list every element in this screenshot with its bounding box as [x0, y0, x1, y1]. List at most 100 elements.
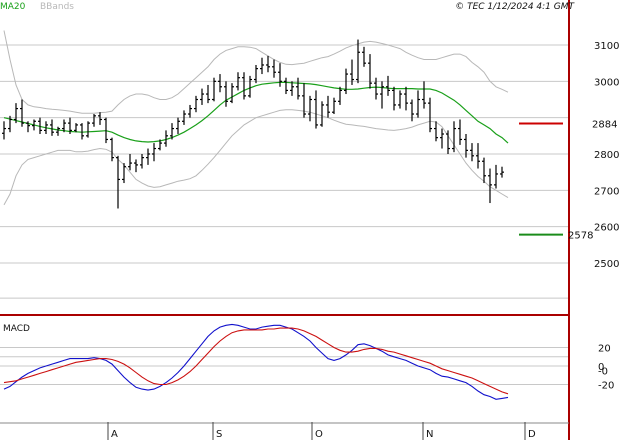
ohlc-bar [374, 77, 378, 100]
x-tick-label: N [426, 429, 433, 440]
ohlc-bar [56, 126, 60, 136]
ohlc-bar [500, 166, 504, 178]
legend-ma20: MA20 [0, 2, 26, 12]
ohlc-bar [74, 123, 78, 133]
price-tick-label: 3100 [594, 41, 619, 52]
ohlc-bar [278, 63, 282, 87]
ohlc-bar [368, 54, 372, 89]
price-tick-label: 2500 [594, 259, 619, 270]
source-note: © TEC 1/12/2024 4:1 GMT [455, 2, 575, 12]
ohlc-bar [104, 117, 108, 144]
ohlc-bar [410, 99, 414, 122]
macd-tick-label: 20 [598, 344, 611, 355]
ohlc-bar [212, 77, 216, 102]
ohlc-bar [284, 77, 288, 95]
ohlc-bar [338, 86, 342, 105]
ohlc-bar [254, 64, 258, 84]
ohlc-bar [2, 121, 6, 140]
ohlc-bar [314, 90, 318, 129]
ohlc-bar [110, 137, 114, 162]
ohlc-bar [200, 88, 204, 105]
ohlc-bar [50, 119, 54, 136]
ohlc-bar [224, 81, 228, 107]
ohlc-bar [482, 157, 486, 184]
ohlc-bar [296, 77, 300, 100]
ohlc-bar [14, 103, 18, 124]
ohlc-bar [290, 81, 294, 96]
ohlc-bar [86, 121, 90, 138]
ohlc-bar [44, 121, 48, 135]
bollinger-lower-band [3, 109, 509, 206]
ohlc-bar [248, 75, 252, 98]
ohlc-bar [20, 99, 24, 127]
macd-line [3, 323, 509, 400]
ohlc-bar [218, 74, 222, 93]
ohlc-bar [236, 72, 240, 91]
ohlc-bar [92, 114, 96, 127]
ohlc-bar [62, 119, 66, 133]
ohlc-bar [404, 86, 408, 111]
ohlc-bar [98, 112, 102, 125]
ohlc-bar [434, 121, 438, 142]
ohlc-bar [80, 123, 84, 140]
ohlc-bar [164, 130, 168, 147]
ohlc-bar [152, 143, 156, 162]
ohlc-bar [230, 83, 234, 104]
price-tick-label: 2600 [594, 223, 619, 234]
ohlc-bar [320, 101, 324, 127]
ohlc-bar [464, 134, 468, 158]
ohlc-bar [116, 155, 120, 209]
level-label: 2578 [568, 231, 593, 242]
ohlc-bar [386, 75, 390, 96]
ohlc-bar [260, 57, 264, 75]
ohlc-bar [398, 90, 402, 109]
ohlc-bar [134, 159, 138, 173]
price-pane-bg [0, 0, 569, 314]
ohlc-bar [140, 153, 144, 169]
macd-title: MACD [3, 324, 30, 334]
macd-tick-label: 0 [598, 362, 604, 373]
ohlc-bar [182, 110, 186, 125]
ohlc-bar [158, 139, 162, 151]
ohlc-bar [428, 97, 432, 133]
x-tick-label: A [111, 429, 118, 440]
x-tick-label: O [315, 429, 323, 440]
ohlc-bar [170, 123, 174, 140]
legend-bbands: BBands [40, 2, 74, 12]
ohlc-bar [458, 119, 462, 145]
level-label: 2884 [592, 119, 617, 130]
macd-tick-label: -0 [598, 367, 608, 378]
ohlc-bar [176, 117, 180, 135]
ohlc-bar [326, 95, 330, 118]
ohlc-bar [38, 117, 42, 135]
ohlc-bar [392, 86, 396, 111]
ohlc-bar [422, 81, 426, 109]
price-tick-label: 2800 [594, 150, 619, 161]
ohlc-bar [302, 83, 306, 118]
ohlc-bar [68, 117, 72, 135]
x-tick-label: D [528, 429, 536, 440]
ohlc-bar [8, 115, 12, 133]
ohlc-bar [272, 59, 276, 78]
ohlc-bar [194, 95, 198, 113]
ohlc-bar [242, 72, 246, 100]
ohlc-bar [476, 143, 480, 169]
ohlc-bar [470, 143, 474, 162]
ohlc-bar [308, 95, 312, 122]
macd-signal-line [3, 327, 509, 395]
ohlc-bar [266, 55, 270, 73]
x-tick-label: S [216, 429, 222, 440]
ohlc-bar [440, 128, 444, 149]
ohlc-bar [32, 119, 36, 131]
price-tick-label: 2700 [594, 186, 619, 197]
price-tick-label: 3000 [594, 77, 619, 88]
ohlc-bar [344, 68, 348, 95]
bollinger-upper-band [3, 30, 509, 114]
ohlc-bar [188, 104, 192, 118]
ohlc-bar [332, 97, 336, 115]
ohlc-bar [446, 130, 450, 154]
ohlc-bar [362, 46, 366, 67]
ohlc-bar [128, 153, 132, 171]
